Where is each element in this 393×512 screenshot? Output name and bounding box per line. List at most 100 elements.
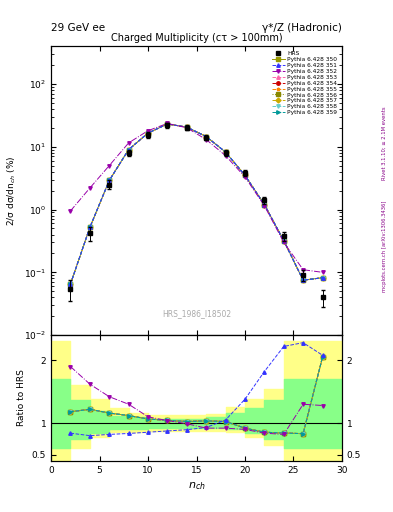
Line: Pythia 6.428 354: Pythia 6.428 354 <box>69 122 324 286</box>
Pythia 6.428 359 <box>301 277 305 283</box>
Line: Pythia 6.428 350: Pythia 6.428 350 <box>69 122 324 286</box>
Pythia 6.428 353 <box>204 134 209 140</box>
Line: Pythia 6.428 356: Pythia 6.428 356 <box>69 122 324 286</box>
Pythia 6.428 356 <box>107 177 112 183</box>
Pythia 6.428 359 <box>204 134 209 140</box>
Pythia 6.428 354 <box>262 201 267 207</box>
Pythia 6.428 357 <box>68 281 73 287</box>
Pythia 6.428 350 <box>184 124 189 130</box>
Pythia 6.428 357 <box>126 146 131 153</box>
Pythia 6.428 353 <box>107 177 112 183</box>
Pythia 6.428 353 <box>88 224 92 230</box>
Pythia 6.428 356 <box>204 134 209 140</box>
Pythia 6.428 352 <box>262 203 267 209</box>
Pythia 6.428 352 <box>320 269 325 275</box>
Pythia 6.428 354 <box>301 277 305 283</box>
Pythia 6.428 358 <box>184 124 189 130</box>
Text: γ*/Z (Hadronic): γ*/Z (Hadronic) <box>262 23 342 33</box>
Pythia 6.428 355 <box>88 224 92 230</box>
Pythia 6.428 352 <box>281 239 286 245</box>
Pythia 6.428 359 <box>68 281 73 287</box>
Text: mcplots.cern.ch [arXiv:1306.3436]: mcplots.cern.ch [arXiv:1306.3436] <box>382 200 387 291</box>
Pythia 6.428 351 <box>320 274 325 281</box>
Pythia 6.428 350 <box>242 172 247 178</box>
Pythia 6.428 355 <box>242 172 247 178</box>
Pythia 6.428 359 <box>184 124 189 130</box>
Pythia 6.428 356 <box>262 201 267 207</box>
Pythia 6.428 358 <box>126 146 131 153</box>
Pythia 6.428 354 <box>184 124 189 130</box>
Pythia 6.428 353 <box>223 149 228 155</box>
Pythia 6.428 352 <box>204 137 209 143</box>
Pythia 6.428 357 <box>204 134 209 140</box>
Pythia 6.428 357 <box>146 130 151 136</box>
Pythia 6.428 356 <box>301 277 305 283</box>
Pythia 6.428 353 <box>262 201 267 207</box>
Pythia 6.428 353 <box>320 274 325 281</box>
Pythia 6.428 355 <box>223 149 228 155</box>
Pythia 6.428 358 <box>68 281 73 287</box>
Pythia 6.428 354 <box>68 281 73 287</box>
Pythia 6.428 353 <box>165 121 170 127</box>
Text: Charged Multiplicity (cτ > 100mm): Charged Multiplicity (cτ > 100mm) <box>111 33 282 43</box>
Pythia 6.428 354 <box>204 134 209 140</box>
Pythia 6.428 351 <box>146 130 151 136</box>
Pythia 6.428 357 <box>262 201 267 207</box>
Y-axis label: Ratio to HRS: Ratio to HRS <box>17 370 26 426</box>
Line: Pythia 6.428 352: Pythia 6.428 352 <box>69 122 324 274</box>
Pythia 6.428 357 <box>107 177 112 183</box>
Pythia 6.428 358 <box>146 130 151 136</box>
Pythia 6.428 352 <box>301 267 305 273</box>
Pythia 6.428 352 <box>88 185 92 191</box>
Pythia 6.428 356 <box>68 281 73 287</box>
Pythia 6.428 350 <box>165 121 170 127</box>
Pythia 6.428 358 <box>88 224 92 230</box>
Pythia 6.428 356 <box>281 238 286 244</box>
Pythia 6.428 353 <box>68 281 73 287</box>
Pythia 6.428 356 <box>242 172 247 178</box>
Pythia 6.428 352 <box>165 120 170 126</box>
Pythia 6.428 350 <box>88 224 92 230</box>
Pythia 6.428 354 <box>320 274 325 281</box>
Pythia 6.428 351 <box>88 224 92 230</box>
Pythia 6.428 357 <box>223 149 228 155</box>
Pythia 6.428 354 <box>126 146 131 153</box>
Pythia 6.428 358 <box>204 134 209 140</box>
Pythia 6.428 354 <box>242 172 247 178</box>
Pythia 6.428 350 <box>146 130 151 136</box>
Pythia 6.428 354 <box>88 224 92 230</box>
Text: Rivet 3.1.10; ≥ 2.1M events: Rivet 3.1.10; ≥ 2.1M events <box>382 106 387 180</box>
Pythia 6.428 359 <box>320 274 325 281</box>
Pythia 6.428 353 <box>184 124 189 130</box>
Pythia 6.428 355 <box>68 281 73 287</box>
Pythia 6.428 357 <box>88 224 92 230</box>
Pythia 6.428 358 <box>107 177 112 183</box>
Text: 29 GeV ee: 29 GeV ee <box>51 23 105 33</box>
Pythia 6.428 350 <box>320 274 325 281</box>
Pythia 6.428 351 <box>301 277 305 283</box>
Y-axis label: 2/σ dσ/dn$_{ch}$ (%): 2/σ dσ/dn$_{ch}$ (%) <box>6 155 18 226</box>
Pythia 6.428 350 <box>301 277 305 283</box>
Pythia 6.428 354 <box>107 177 112 183</box>
Pythia 6.428 351 <box>126 146 131 153</box>
Pythia 6.428 352 <box>242 174 247 180</box>
Pythia 6.428 357 <box>184 124 189 130</box>
Pythia 6.428 355 <box>146 130 151 136</box>
Pythia 6.428 350 <box>281 238 286 244</box>
Pythia 6.428 351 <box>262 201 267 207</box>
Pythia 6.428 359 <box>88 224 92 230</box>
Pythia 6.428 353 <box>281 238 286 244</box>
Pythia 6.428 350 <box>126 146 131 153</box>
Pythia 6.428 351 <box>204 134 209 140</box>
Pythia 6.428 357 <box>281 238 286 244</box>
X-axis label: $n_{ch}$: $n_{ch}$ <box>187 480 206 492</box>
Pythia 6.428 354 <box>146 130 151 136</box>
Pythia 6.428 352 <box>146 127 151 134</box>
Pythia 6.428 353 <box>126 146 131 153</box>
Pythia 6.428 356 <box>320 274 325 281</box>
Line: Pythia 6.428 358: Pythia 6.428 358 <box>69 122 324 286</box>
Line: Pythia 6.428 353: Pythia 6.428 353 <box>69 122 324 286</box>
Pythia 6.428 357 <box>165 121 170 127</box>
Pythia 6.428 351 <box>107 177 112 183</box>
Pythia 6.428 350 <box>223 149 228 155</box>
